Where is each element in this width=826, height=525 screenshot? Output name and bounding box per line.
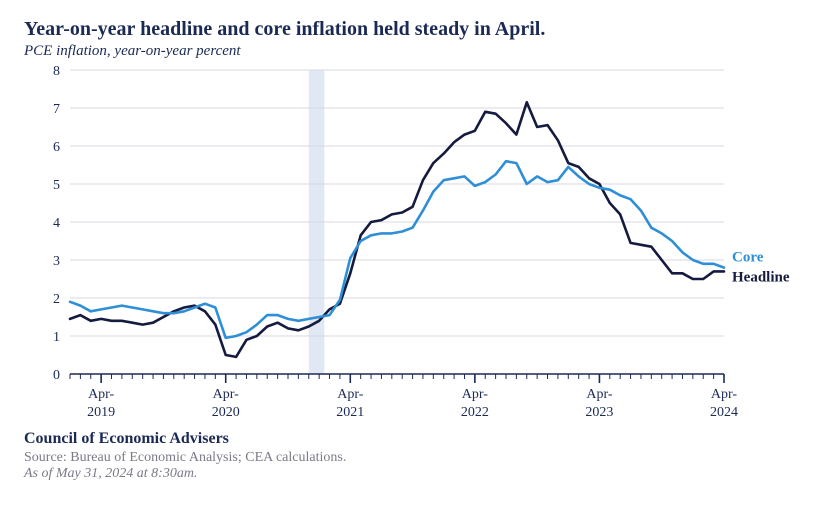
chart-bg xyxy=(24,64,802,424)
series-label-headline: Headline xyxy=(732,269,790,285)
chart-title: Year-on-year headline and core inflation… xyxy=(24,18,802,41)
y-tick-label: 2 xyxy=(53,292,60,307)
footer-org: Council of Economic Advisers xyxy=(24,430,802,448)
y-tick-label: 7 xyxy=(53,102,60,117)
line-chart: 0 1 2 3 4 5 6 7 8 Apr- 2019 Apr- 2020 Apr- 2021 Apr- 202… xyxy=(24,64,802,424)
y-tick-label: 8 xyxy=(53,64,60,79)
x-tick-label: Apr- xyxy=(586,387,612,402)
y-tick-label: 0 xyxy=(53,368,60,383)
x-tick-label: 2022 xyxy=(461,405,489,420)
series-label-core: Core xyxy=(732,250,764,266)
x-tick-label: Apr- xyxy=(213,387,239,402)
footer-source: Source: Bureau of Economic Analysis; CEA… xyxy=(24,450,802,466)
x-tick-label: 2019 xyxy=(87,405,115,420)
x-tick-label: 2021 xyxy=(336,405,364,420)
y-tick-label: 5 xyxy=(53,178,60,193)
footer-asof: As of May 31, 2024 at 8:30am. xyxy=(24,466,802,482)
chart-subtitle: PCE inflation, year-on-year percent xyxy=(24,43,802,60)
x-tick-label: 2024 xyxy=(710,405,738,420)
x-tick-label: Apr- xyxy=(711,387,737,402)
x-tick-label: Apr- xyxy=(337,387,363,402)
chart-container: 0 1 2 3 4 5 6 7 8 Apr- 2019 Apr- 2020 Apr- 2021 Apr- 202… xyxy=(24,64,802,424)
x-tick-label: 2023 xyxy=(585,405,613,420)
y-tick-label: 3 xyxy=(53,254,60,269)
y-tick-label: 4 xyxy=(53,216,60,231)
x-tick-label: 2020 xyxy=(212,405,240,420)
x-tick-label: Apr- xyxy=(88,387,114,402)
y-tick-label: 6 xyxy=(53,140,60,155)
chart-page: Year-on-year headline and core inflation… xyxy=(0,0,826,525)
x-tick-label: Apr- xyxy=(462,387,488,402)
y-tick-label: 1 xyxy=(53,330,60,345)
